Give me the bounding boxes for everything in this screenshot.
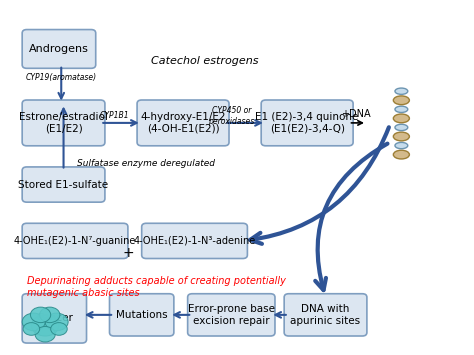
- FancyBboxPatch shape: [261, 100, 353, 146]
- Text: Estrone/estradiol
(E1/E2): Estrone/estradiol (E1/E2): [19, 112, 108, 134]
- Text: Cancer: Cancer: [36, 313, 73, 323]
- Circle shape: [51, 323, 67, 335]
- Text: +DNA: +DNA: [341, 109, 370, 119]
- Circle shape: [45, 313, 68, 331]
- Circle shape: [35, 327, 55, 342]
- Text: Androgens: Androgens: [29, 44, 89, 54]
- Ellipse shape: [395, 124, 408, 131]
- FancyBboxPatch shape: [137, 100, 229, 146]
- Circle shape: [22, 313, 45, 331]
- Ellipse shape: [393, 150, 410, 159]
- FancyBboxPatch shape: [142, 223, 247, 258]
- Text: CYP450 or
peroxidases: CYP450 or peroxidases: [208, 106, 255, 126]
- FancyBboxPatch shape: [22, 223, 128, 258]
- Text: CYP19(aromatase): CYP19(aromatase): [26, 73, 97, 82]
- Circle shape: [31, 315, 59, 336]
- Text: Catechol estrogens: Catechol estrogens: [151, 56, 258, 66]
- Circle shape: [40, 307, 60, 323]
- Text: 4-OHE₁(E2)-1-N⁷-guanine: 4-OHE₁(E2)-1-N⁷-guanine: [14, 236, 136, 246]
- FancyBboxPatch shape: [284, 294, 367, 336]
- Text: 4-hydroxy-E1/E2
(4-OH-E1(E2)): 4-hydroxy-E1/E2 (4-OH-E1(E2)): [140, 112, 226, 134]
- Circle shape: [30, 307, 51, 323]
- Circle shape: [23, 323, 40, 335]
- FancyBboxPatch shape: [22, 100, 105, 146]
- FancyBboxPatch shape: [109, 294, 174, 336]
- Text: Error-prone base
excision repair: Error-prone base excision repair: [188, 304, 275, 326]
- FancyBboxPatch shape: [22, 294, 87, 343]
- Text: +: +: [122, 246, 134, 260]
- Text: CYP1B1: CYP1B1: [99, 111, 129, 120]
- Text: DNA with
apurinic sites: DNA with apurinic sites: [291, 304, 361, 326]
- Text: 4-OHE₁(E2)-1-N³-adenine: 4-OHE₁(E2)-1-N³-adenine: [133, 236, 255, 246]
- FancyBboxPatch shape: [188, 294, 275, 336]
- Text: Mutations: Mutations: [116, 310, 167, 320]
- Ellipse shape: [395, 106, 408, 113]
- Ellipse shape: [393, 132, 410, 141]
- Ellipse shape: [395, 88, 408, 94]
- FancyBboxPatch shape: [22, 29, 96, 68]
- Text: Sulfatase enzyme deregulated: Sulfatase enzyme deregulated: [77, 159, 215, 168]
- Text: Stored E1-sulfate: Stored E1-sulfate: [18, 180, 109, 190]
- Ellipse shape: [393, 114, 410, 123]
- Text: Depurinating adducts capable of creating potentially
mutagenic abasic sites: Depurinating adducts capable of creating…: [27, 276, 286, 298]
- Ellipse shape: [393, 96, 410, 105]
- Ellipse shape: [395, 142, 408, 149]
- FancyBboxPatch shape: [22, 167, 105, 202]
- Text: E1 (E2)-3,4 quinone
(E1(E2)-3,4-Q): E1 (E2)-3,4 quinone (E1(E2)-3,4-Q): [255, 112, 359, 134]
